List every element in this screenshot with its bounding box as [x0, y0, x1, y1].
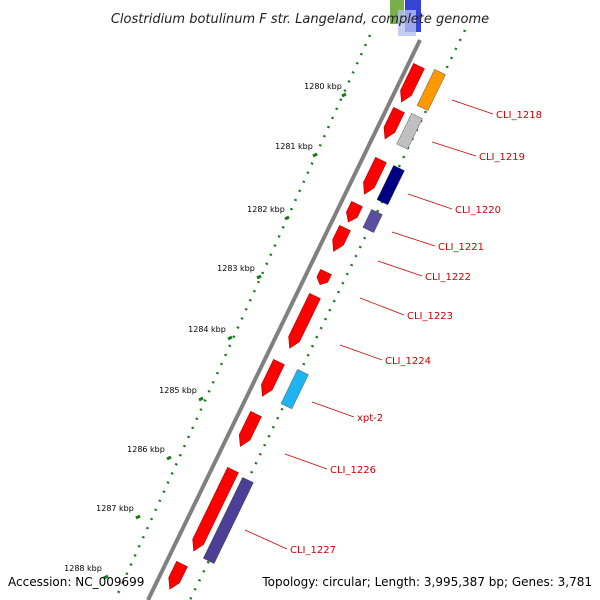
forward-gene-arrow — [261, 358, 285, 397]
scale-major-tick — [284, 215, 290, 221]
kbp-label: 1284 kbp — [188, 325, 226, 334]
scale-major-tick — [198, 396, 204, 402]
inner-gene-block — [376, 165, 405, 206]
kbp-labels: 1280 kbp 1281 kbp 1282 kbp 1283 kbp 1284 kbp… — [64, 82, 342, 573]
gene-label: CLI_1224 — [385, 356, 431, 367]
inner-gene-block — [416, 69, 446, 111]
gene-label: CLI_1223 — [407, 311, 453, 322]
kbp-label: 1285 kbp — [159, 386, 197, 395]
forward-gene-arrow — [400, 62, 425, 103]
kbp-label: 1283 kbp — [217, 264, 255, 273]
gene-label: CLI_1218 — [496, 110, 542, 121]
forward-gene-arrow — [168, 561, 188, 590]
gene-label: xpt-2 — [357, 413, 383, 424]
forward-gene-arrow — [346, 200, 363, 223]
label-leader-line — [284, 453, 328, 470]
label-leader-line — [359, 297, 405, 316]
label-leader-line — [339, 344, 383, 361]
scale-major-tick — [135, 514, 141, 520]
forward-gene-arrow — [363, 156, 387, 195]
topology-text: Topology: circular; Length: 3,995,387 bp… — [261, 575, 592, 589]
label-leader-line — [391, 231, 436, 247]
forward-gene-arrow — [332, 225, 351, 252]
gene-label: CLI_1221 — [438, 242, 484, 253]
scale-major-tick — [256, 274, 262, 280]
inner-gene-block — [203, 477, 254, 564]
genome-backbone — [146, 39, 422, 600]
label-leader-line — [431, 141, 477, 157]
forward-gene-arrow — [288, 293, 321, 349]
gene-label: CLI_1219 — [479, 152, 525, 163]
gene-block-top-partial — [390, 0, 421, 36]
kbp-label: 1281 kbp — [275, 142, 313, 151]
label-leader-line — [311, 401, 355, 418]
accession-text: Accession: NC_009699 — [8, 575, 144, 589]
scale-major-tick — [166, 455, 172, 461]
gene-labels: CLI_1218 CLI_1219 CLI_1220 CLI_1221 CLI_1222… — [244, 99, 542, 556]
kbp-label: 1286 kbp — [127, 445, 165, 454]
label-leader-line — [451, 99, 494, 115]
inner-gene-block — [396, 113, 423, 150]
inner-gene-block — [362, 209, 383, 233]
forward-gene-arrow — [383, 106, 405, 140]
kbp-label: 1287 kbp — [96, 504, 134, 513]
kbp-label: 1282 kbp — [247, 205, 285, 214]
forward-gene-arrow — [238, 411, 262, 447]
label-leader-line — [377, 260, 423, 277]
gene-label: CLI_1226 — [330, 465, 376, 476]
scale-major-tick — [341, 92, 347, 98]
forward-genes — [168, 62, 425, 590]
inner-genes — [203, 69, 446, 564]
scale-track — [113, 34, 372, 600]
gene-label: CLI_1222 — [425, 272, 471, 283]
scale-ticks — [103, 92, 347, 580]
forward-gene-arrow — [192, 466, 239, 552]
label-leader-line — [244, 529, 288, 550]
scale-major-tick — [103, 574, 109, 580]
inner-gene-block — [280, 369, 309, 410]
kbp-label: 1280 kbp — [304, 82, 342, 91]
diagram-title: Clostridium botulinum F str. Langeland, … — [111, 12, 489, 27]
gene-label: CLI_1227 — [290, 545, 336, 556]
kbp-label: 1288 kbp — [64, 564, 102, 573]
label-leader-line — [407, 193, 453, 210]
scale-major-tick — [312, 152, 318, 158]
forward-gene-arrow — [316, 269, 332, 285]
scale-major-tick — [227, 335, 233, 341]
gene-label: CLI_1220 — [455, 205, 501, 216]
